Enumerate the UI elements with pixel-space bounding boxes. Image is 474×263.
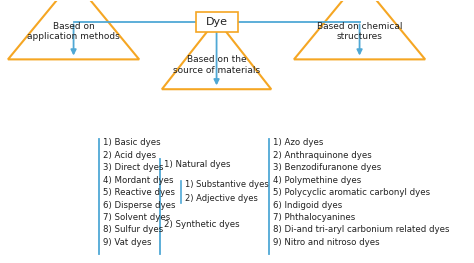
Text: Based on chemical
structures: Based on chemical structures — [317, 22, 402, 41]
Text: 2) Adjective dyes: 2) Adjective dyes — [185, 194, 257, 203]
Polygon shape — [8, 0, 139, 59]
Text: 8) Di-and tri-aryl carbonium related dyes: 8) Di-and tri-aryl carbonium related dye… — [273, 225, 449, 235]
Text: 5) Polycyclic aromatic carbonyl dyes: 5) Polycyclic aromatic carbonyl dyes — [273, 188, 430, 197]
Text: 1) Basic dyes: 1) Basic dyes — [103, 138, 160, 148]
Text: 5) Reactive dyes: 5) Reactive dyes — [103, 188, 175, 197]
Text: 6) Disperse dyes: 6) Disperse dyes — [103, 201, 175, 210]
Text: 3) Direct dyes: 3) Direct dyes — [103, 163, 163, 172]
Text: 4) Mordant dyes: 4) Mordant dyes — [103, 176, 173, 185]
Text: 2) Anthraquinone dyes: 2) Anthraquinone dyes — [273, 151, 372, 160]
Polygon shape — [162, 20, 271, 89]
Text: Based on
application methods: Based on application methods — [27, 22, 120, 41]
Text: 7) Solvent dyes: 7) Solvent dyes — [103, 213, 170, 222]
Text: 9) Vat dyes: 9) Vat dyes — [103, 238, 151, 247]
Polygon shape — [294, 0, 425, 59]
Text: 9) Nitro and nitroso dyes: 9) Nitro and nitroso dyes — [273, 238, 380, 247]
Text: 2) Synthetic dyes: 2) Synthetic dyes — [164, 220, 239, 229]
Text: 3) Benzodifuranone dyes: 3) Benzodifuranone dyes — [273, 163, 381, 172]
Text: 8) Sulfur dyes: 8) Sulfur dyes — [103, 225, 163, 235]
Text: Based on the
source of materials: Based on the source of materials — [173, 55, 260, 74]
Text: Dye: Dye — [206, 17, 228, 27]
FancyBboxPatch shape — [196, 12, 237, 32]
Text: 4) Polymethine dyes: 4) Polymethine dyes — [273, 176, 361, 185]
Text: 1) Substantive dyes: 1) Substantive dyes — [185, 180, 268, 189]
Text: 1) Natural dyes: 1) Natural dyes — [164, 160, 230, 169]
Text: 7) Phthalocyanines: 7) Phthalocyanines — [273, 213, 356, 222]
Text: 2) Acid dyes: 2) Acid dyes — [103, 151, 156, 160]
Text: 1) Azo dyes: 1) Azo dyes — [273, 138, 323, 148]
Text: 6) Indigoid dyes: 6) Indigoid dyes — [273, 201, 342, 210]
